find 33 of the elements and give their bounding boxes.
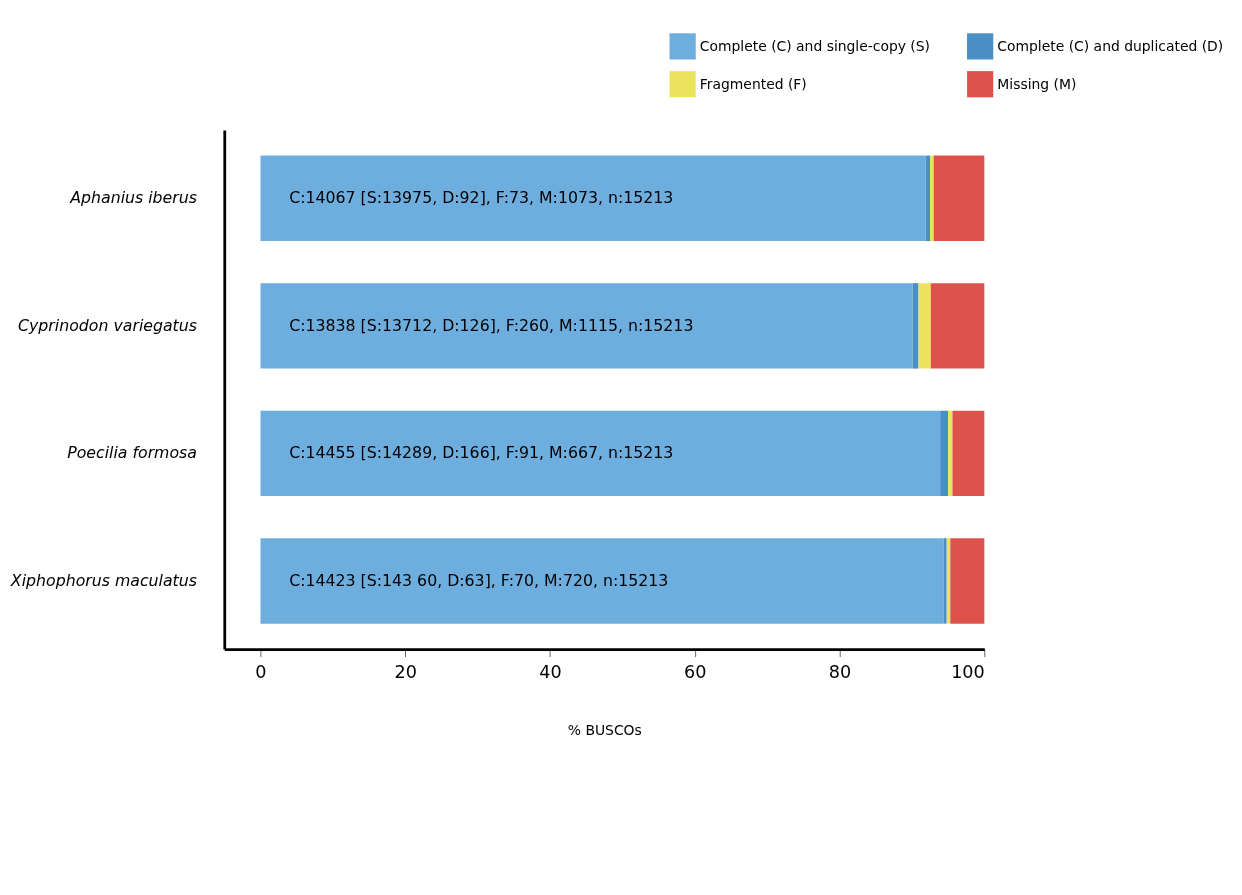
y-tick-label: Aphanius iberus [69,187,197,207]
bar [930,155,934,242]
annotation: C:14423 [S:143 60, D:63], F:70, M:720, n:15213 [289,570,669,590]
bar [918,283,931,369]
x-tick-label: 100 [951,662,985,683]
x-tick-label: 80 [828,662,852,683]
legend-label: Complete (C) and duplicated (D) [997,38,1224,55]
bar [260,283,913,369]
y-tick-label: Xiphophorus maculatus [9,570,197,590]
annotation: C:14067 [S:13975, D:92], F:73, M:1073, n:15213 [289,187,674,207]
y-tick-label: Poecilia formosa [67,443,197,463]
legend-label: Fragmented (F) [699,75,807,92]
legend-label: Missing (M) [997,75,1077,92]
bar [940,410,949,497]
bar [925,155,931,242]
bar [930,283,985,369]
x-tick-label: 40 [539,662,562,683]
annotation: C:14455 [S:14289, D:166], F:91, M:667, n:15213 [289,443,674,463]
bar [952,410,985,497]
x-axis-title: % BUSCOs [567,721,642,738]
y-tick-label: Cyprinodon variegatus [18,315,197,335]
x-tick-label: 60 [684,662,707,683]
bar [943,538,947,624]
legend-label: Complete (C) and single-copy (S) [699,38,931,55]
bar [948,410,953,497]
bar [260,538,944,624]
bar [933,155,985,242]
x-tick-label: 0 [255,662,267,683]
bar [950,538,985,624]
bar [260,410,941,497]
annotation: C:13838 [S:13712, D:126], F:260, M:1115, n:15213 [289,315,694,335]
bar [260,155,926,242]
x-tick-label: 20 [394,662,417,683]
